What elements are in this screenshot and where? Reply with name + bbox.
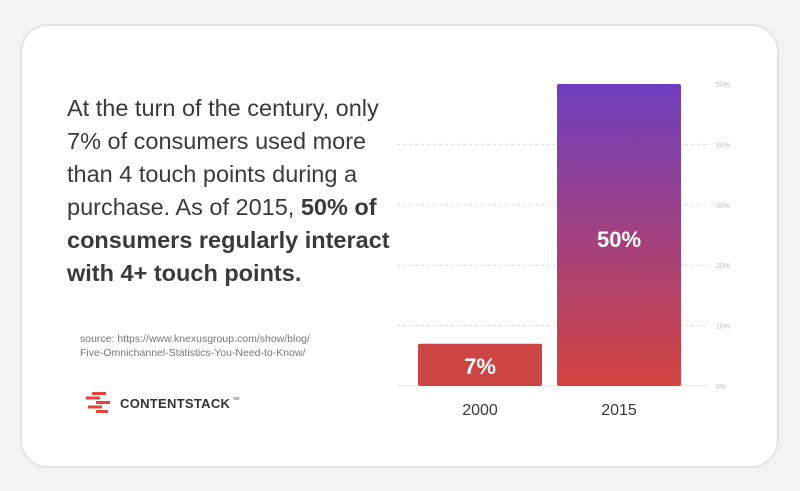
x-tick-label: 2015 [601,402,637,419]
y-tick-label: 0% [716,384,726,391]
y-tick-label: 40% [716,142,730,149]
headline-text: At the turn of the century, only 7% of c… [67,92,397,290]
x-tick-label: 2000 [462,402,498,419]
y-tick-label: 30% [716,203,730,210]
headline-normal: At the turn of the century, only 7% of c… [67,95,379,220]
y-tick-label: 50% [716,82,730,89]
logo-wordmark-text: CONTENTSTACK [120,395,231,411]
headline-bold: 50% of consumers regularly interact with… [67,194,390,286]
source-line-2: Five-Omnichannel-Statistics-You-Need-to-… [80,347,306,359]
logo-trademark: ™ [232,397,240,405]
data-label: 50% [597,227,641,252]
contentstack-logo: CONTENTSTACK ™ [86,392,240,414]
y-tick-label: 20% [716,263,730,270]
logo-wordmark: CONTENTSTACK ™ [120,396,240,411]
source-citation: source: https://www.knexusgroup.com/show… [80,332,310,360]
source-line-1: source: https://www.knexusgroup.com/show… [80,333,310,345]
contentstack-logo-icon [86,392,110,413]
y-tick-label: 10% [716,324,730,331]
data-label: 7% [464,354,496,379]
bar-2000 [418,343,542,386]
bar-2015 [557,84,681,386]
